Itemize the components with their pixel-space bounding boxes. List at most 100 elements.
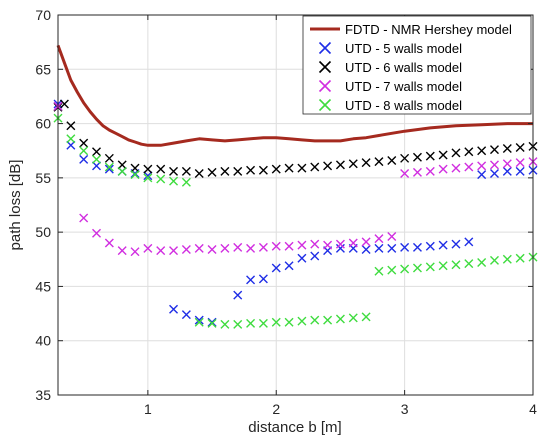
data-point-marker bbox=[246, 275, 256, 285]
data-point-marker bbox=[156, 246, 166, 256]
data-point-marker bbox=[66, 121, 76, 131]
data-point-marker bbox=[79, 138, 89, 148]
data-point-marker bbox=[59, 99, 69, 109]
x-tick-label: 3 bbox=[401, 401, 409, 417]
x-tick-label: 4 bbox=[529, 401, 537, 417]
data-point-marker bbox=[387, 243, 397, 253]
series-utd-6-walls-model bbox=[53, 99, 538, 179]
data-point-marker bbox=[310, 162, 320, 172]
data-point-marker bbox=[502, 254, 512, 264]
data-point-marker bbox=[258, 165, 268, 175]
data-point-marker bbox=[515, 253, 525, 263]
data-point-marker bbox=[181, 310, 191, 320]
data-point-marker bbox=[477, 161, 487, 171]
data-point-marker bbox=[412, 263, 422, 273]
series-fdtd-nmr-hershey-model bbox=[56, 44, 533, 147]
data-point-marker bbox=[194, 315, 204, 325]
series-utd-5-walls-model bbox=[53, 99, 538, 327]
data-point-marker bbox=[361, 158, 371, 168]
data-point-marker bbox=[464, 237, 474, 247]
data-point-marker bbox=[451, 239, 461, 249]
data-point-marker bbox=[335, 160, 345, 170]
data-point-marker bbox=[464, 147, 474, 157]
data-point-marker bbox=[117, 246, 127, 256]
data-point-marker bbox=[258, 274, 268, 284]
data-point-marker bbox=[323, 240, 333, 250]
data-point-marker bbox=[284, 241, 294, 251]
data-point-marker bbox=[502, 166, 512, 176]
data-point-marker bbox=[489, 160, 499, 170]
data-point-marker bbox=[348, 238, 358, 248]
data-point-marker bbox=[117, 160, 127, 170]
legend-entries: FDTD - NMR Hershey model UTD - 5 walls mo… bbox=[310, 22, 512, 113]
data-point-marker bbox=[181, 177, 191, 187]
data-point-marker bbox=[220, 319, 230, 329]
data-point-marker bbox=[284, 317, 294, 327]
legend-label: UTD - 6 walls model bbox=[345, 60, 462, 75]
data-point-marker bbox=[104, 162, 114, 172]
data-point-marker bbox=[361, 312, 371, 322]
data-point-marker bbox=[271, 164, 281, 174]
series-layer bbox=[53, 44, 538, 329]
data-point-marker bbox=[66, 134, 76, 144]
series-utd-7-walls-model bbox=[53, 101, 538, 257]
legend-marker-swatch bbox=[318, 41, 332, 55]
data-point-marker bbox=[181, 166, 191, 176]
data-point-marker bbox=[361, 237, 371, 247]
y-tick-label: 70 bbox=[35, 7, 51, 23]
data-point-marker bbox=[348, 159, 358, 169]
data-point-marker bbox=[464, 162, 474, 172]
data-point-marker bbox=[117, 166, 127, 176]
data-point-marker bbox=[271, 317, 281, 327]
data-point-marker bbox=[477, 258, 487, 268]
data-point-marker bbox=[271, 263, 281, 273]
data-point-marker bbox=[502, 159, 512, 169]
data-point-marker bbox=[489, 169, 499, 179]
data-point-marker bbox=[451, 260, 461, 270]
y-tick-label: 55 bbox=[35, 170, 51, 186]
data-point-marker bbox=[169, 166, 179, 176]
data-point-marker bbox=[515, 158, 525, 168]
data-point-marker bbox=[207, 317, 217, 327]
data-point-marker bbox=[412, 242, 422, 252]
data-point-marker bbox=[271, 241, 281, 251]
plot-frame bbox=[57, 14, 534, 396]
data-point-marker bbox=[323, 161, 333, 171]
series-utd-8-walls-model bbox=[53, 113, 538, 329]
data-point-marker bbox=[194, 243, 204, 253]
data-point-marker bbox=[258, 318, 268, 328]
data-point-marker bbox=[451, 163, 461, 173]
data-point-marker bbox=[438, 164, 448, 174]
legend-label: UTD - 7 walls model bbox=[345, 79, 462, 94]
legend-marker-swatch bbox=[318, 60, 332, 74]
data-point-marker bbox=[284, 163, 294, 173]
data-point-marker bbox=[400, 242, 410, 252]
data-point-marker bbox=[258, 242, 268, 252]
x-tick-label: 1 bbox=[144, 401, 152, 417]
data-point-marker bbox=[323, 315, 333, 325]
data-point-marker bbox=[400, 153, 410, 163]
y-axis-label: path loss [dB] bbox=[7, 160, 24, 251]
data-point-marker bbox=[233, 319, 243, 329]
data-point-marker bbox=[438, 150, 448, 160]
data-point-marker bbox=[104, 238, 114, 248]
data-point-marker bbox=[412, 167, 422, 177]
legend-label: UTD - 8 walls model bbox=[345, 98, 462, 113]
data-point-marker bbox=[92, 161, 102, 171]
y-tick-label: 40 bbox=[35, 333, 51, 349]
data-point-marker bbox=[297, 240, 307, 250]
data-point-marker bbox=[425, 151, 435, 161]
data-point-marker bbox=[387, 231, 397, 241]
data-point-marker bbox=[297, 253, 307, 263]
data-point-marker bbox=[143, 164, 153, 174]
data-point-marker bbox=[79, 213, 89, 223]
data-point-marker bbox=[143, 243, 153, 253]
data-point-marker bbox=[92, 228, 102, 238]
data-point-marker bbox=[169, 246, 179, 256]
data-point-marker bbox=[233, 166, 243, 176]
data-point-marker bbox=[310, 239, 320, 249]
legend: FDTD - NMR Hershey model UTD - 5 walls mo… bbox=[302, 15, 532, 115]
data-point-marker bbox=[425, 166, 435, 176]
x-tick-label: 2 bbox=[272, 401, 280, 417]
